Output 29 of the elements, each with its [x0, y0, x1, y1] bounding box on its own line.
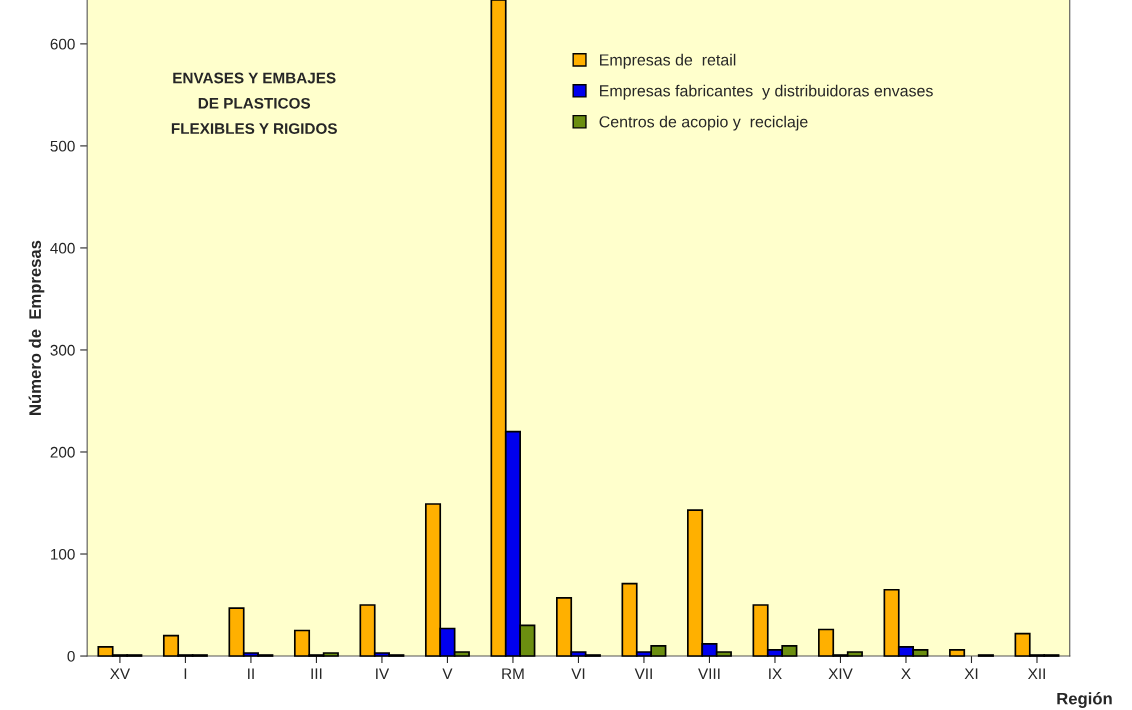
bar [949, 649, 966, 657]
x-tick-label: I [184, 668, 187, 679]
x-tick-label: XIV [828, 668, 853, 679]
x-tick-label: VI [571, 668, 585, 679]
x-tick-label: II [248, 668, 254, 679]
x-tick-label: X [901, 668, 911, 679]
y-tick-label: 400 [50, 242, 75, 254]
x-tick-label: V [442, 668, 453, 679]
text: ENVASES Y EMBAJES DE PLASTICOS FLEXIBLES Y RIGIDOS [171, 72, 337, 135]
y-tick-label: 600 [50, 38, 75, 50]
y-tick-label: 500 [50, 140, 75, 152]
x-axis-title: Región [1057, 692, 1112, 708]
legend-label: Empresas fabricantes y distribuidoras envases [600, 84, 933, 100]
x-tick-label: VIII [698, 668, 720, 679]
y-tick-label: 100 [51, 548, 75, 560]
y-axis-title: Número de Empresas [28, 240, 45, 415]
x-tick-label: IX [769, 668, 782, 679]
x-tick-label: XV [110, 668, 131, 679]
x-tick-label: III [311, 668, 322, 679]
y-tick-label: 300 [50, 344, 75, 356]
legend-label: Centros de acopio y reciclaje [599, 115, 808, 131]
legend-label: Empresas de retail [600, 53, 736, 69]
x-tick-label: XII [1027, 668, 1045, 679]
y-tick-label: 200 [50, 446, 75, 458]
x-tick-label: VII [634, 668, 652, 679]
x-tick-label: RM [502, 668, 524, 679]
x-tick-label: IV [376, 668, 390, 679]
y-tick-label: 0 [67, 650, 75, 662]
x-tick-label: XI [964, 668, 978, 679]
